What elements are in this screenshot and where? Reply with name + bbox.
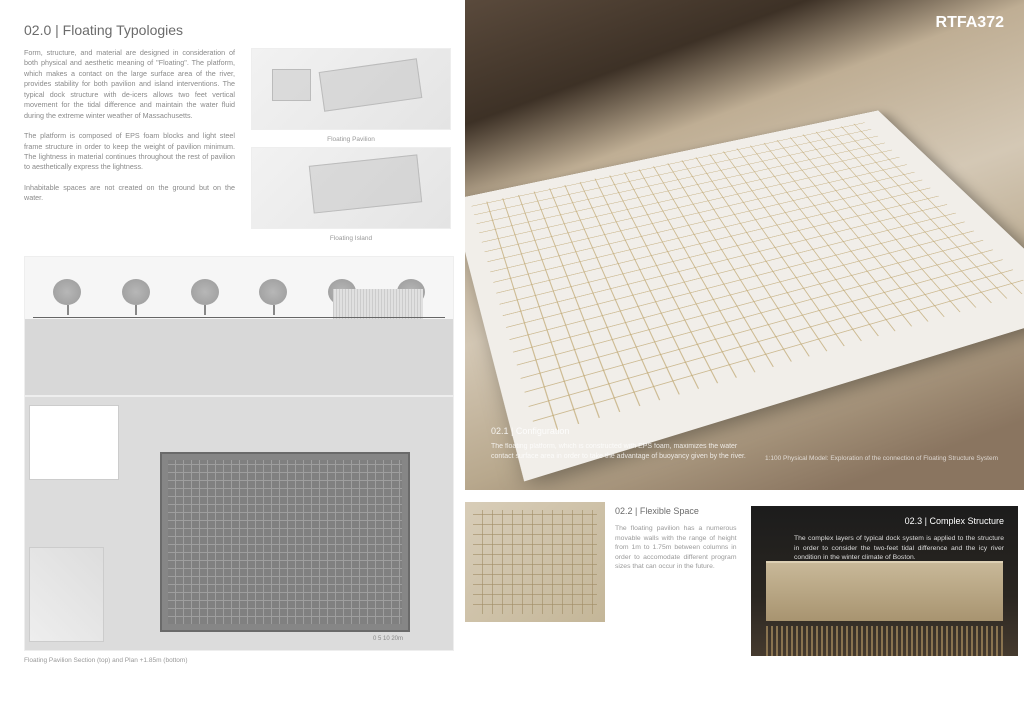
- flex-body: The floating pavilion has a numerous mov…: [615, 524, 737, 572]
- scale-bar: 0 5 10 20m: [373, 636, 403, 642]
- flex-space-block: 02.2 | Flexible Space The floating pavil…: [465, 490, 745, 724]
- hero-model-photo: 02.1 | Configuration The floating platfo…: [465, 0, 1024, 490]
- intro-text-column: Form, structure, and material are design…: [24, 48, 235, 242]
- hero-body: The floating platform, which is construc…: [491, 442, 751, 462]
- flex-space-thumb: [465, 502, 605, 622]
- diagram-caption-2: Floating Island: [251, 235, 451, 242]
- hero-title: 02.1 | Configuration: [491, 426, 751, 436]
- structure-photo: 02.3 | Complex Structure The complex lay…: [751, 506, 1019, 656]
- top-row: Form, structure, and material are design…: [24, 48, 451, 242]
- section-drawing: [24, 256, 454, 396]
- plan-drawing: 0 5 10 20m: [24, 396, 454, 651]
- flex-title: 02.2 | Flexible Space: [615, 506, 737, 516]
- diagram-floating-island: [251, 147, 451, 229]
- right-column: RTFA372 02.1 | Configuration The floatin…: [465, 0, 1024, 724]
- struct-title: 02.3 | Complex Structure: [794, 516, 1004, 526]
- left-column: 02.0 | Floating Typologies Form, structu…: [0, 0, 465, 724]
- section-title-02: 02.0 | Floating Typologies: [24, 22, 451, 38]
- complex-structure-block: 02.3 | Complex Structure The complex lay…: [745, 490, 1024, 724]
- diagram-column: Floating Pavilion Floating Island: [251, 48, 451, 242]
- diagram-floating-pavilion: [251, 48, 451, 130]
- hero-caption: 1:100 Physical Model: Exploration of the…: [765, 455, 998, 462]
- struct-body: The complex layers of typical dock syste…: [794, 534, 1004, 563]
- para-1: Form, structure, and material are design…: [24, 48, 235, 121]
- bottom-row: 02.2 | Flexible Space The floating pavil…: [465, 490, 1024, 724]
- diagram-caption-1: Floating Pavilion: [251, 136, 451, 143]
- plan-caption: Floating Pavilion Section (top) and Plan…: [24, 657, 451, 664]
- hero-text-block: 02.1 | Configuration The floating platfo…: [491, 426, 751, 462]
- para-3: Inhabitable spaces are not created on th…: [24, 183, 235, 204]
- page: 02.0 | Floating Typologies Form, structu…: [0, 0, 1024, 724]
- project-code: RTFA372: [936, 14, 1004, 32]
- para-2: The platform is composed of EPS foam blo…: [24, 131, 235, 173]
